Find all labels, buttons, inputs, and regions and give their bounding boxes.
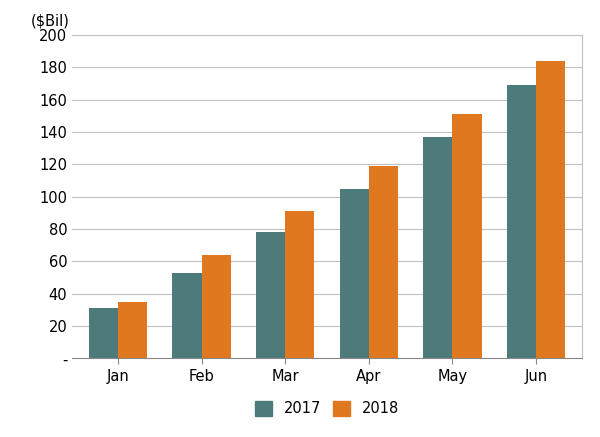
- Text: ($Bil): ($Bil): [31, 14, 70, 28]
- Bar: [118, 302, 147, 358]
- Bar: [369, 166, 398, 358]
- Bar: [452, 114, 482, 358]
- Bar: [340, 189, 369, 358]
- Legend: 2017, 2018: 2017, 2018: [249, 395, 405, 422]
- Bar: [507, 85, 536, 358]
- Bar: [202, 255, 231, 358]
- Bar: [423, 137, 452, 358]
- Bar: [256, 232, 285, 358]
- Bar: [285, 211, 314, 358]
- Bar: [89, 308, 118, 358]
- Bar: [536, 61, 565, 358]
- Bar: [172, 273, 202, 358]
